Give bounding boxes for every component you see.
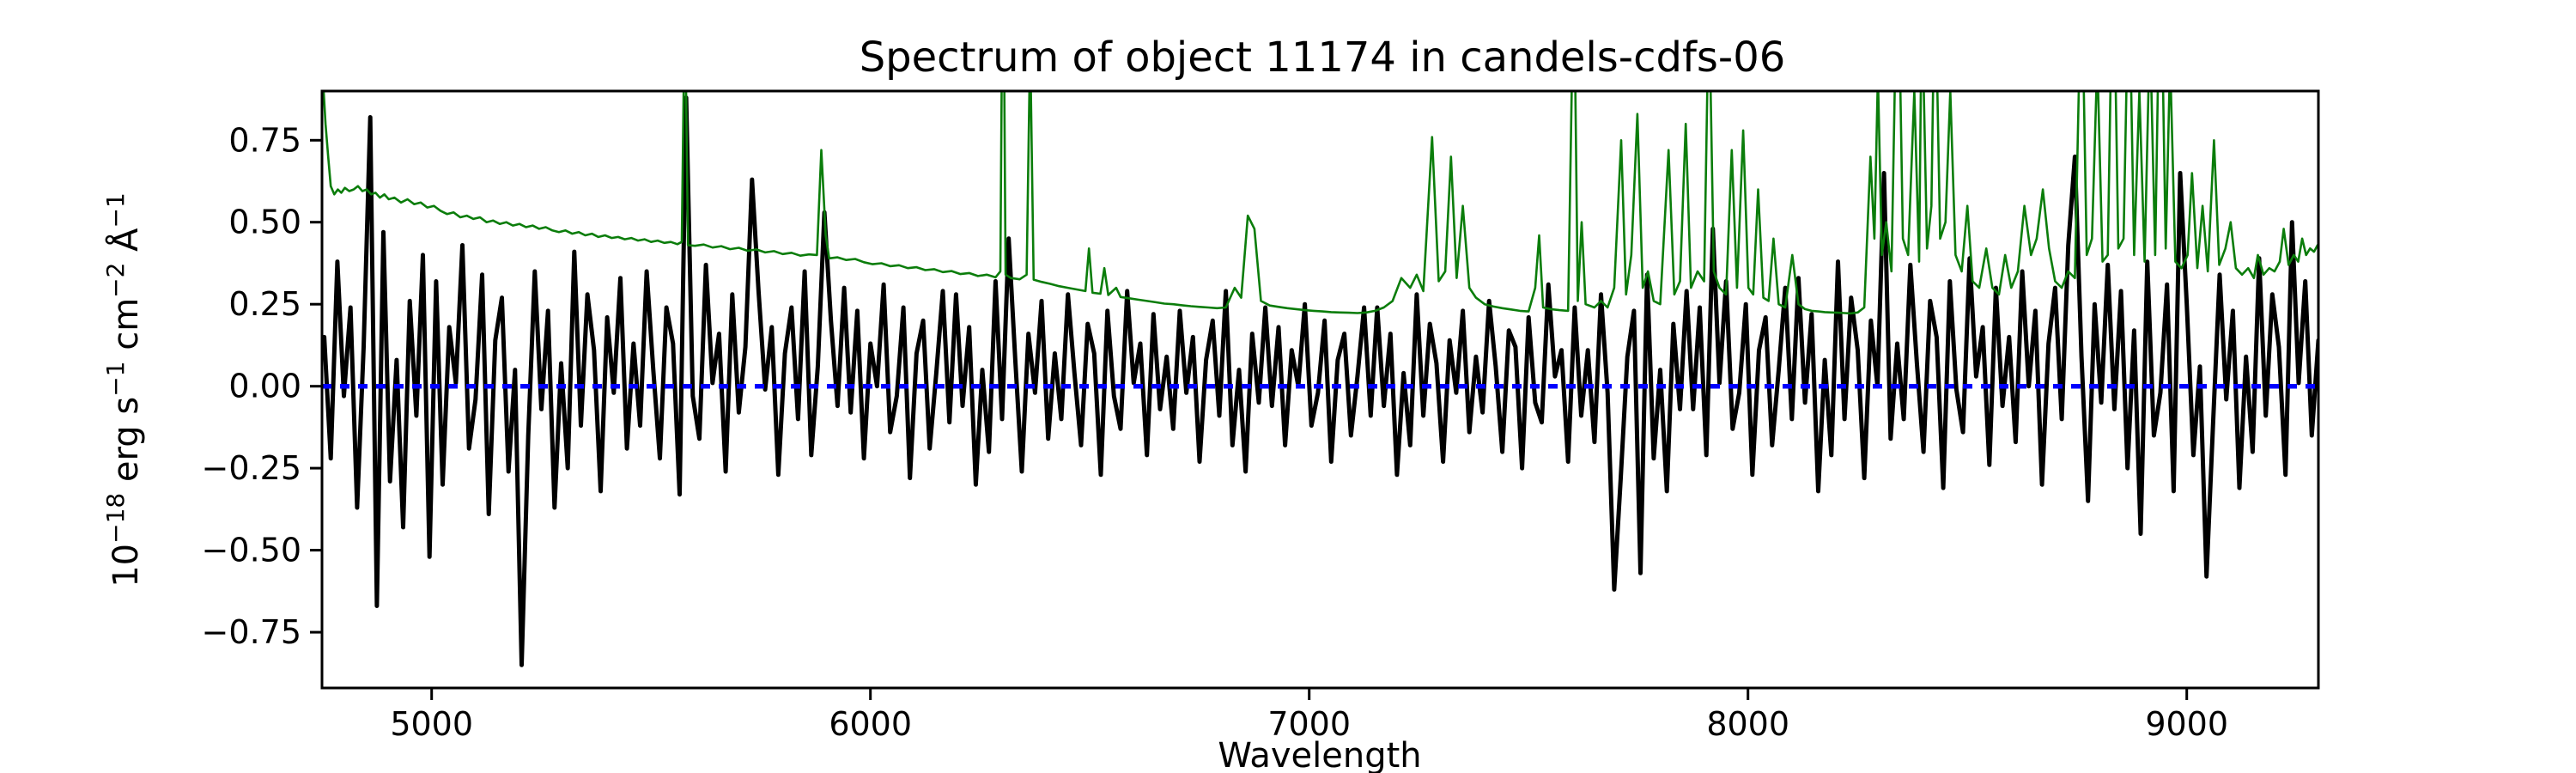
y-tick-label: 0.25 (228, 285, 301, 323)
x-axis-label: Wavelength (1218, 736, 1421, 773)
y-tick-label: 0.00 (228, 368, 301, 405)
x-tick-label: 8000 (1706, 705, 1789, 743)
y-axis-label-text: erg s (106, 397, 146, 493)
noise-series-line (322, 91, 2318, 315)
y-axis-label-text: Å (105, 228, 146, 263)
y-axis-label-text: cm (106, 298, 146, 362)
y-axis-label-superscript: −18 (101, 493, 130, 544)
axes-layer: 5000 6000 7000 8000 9000 0.75 0.50 0.25 0.00 −0.2… (202, 89, 2320, 743)
x-tick-label: 9000 (2145, 705, 2228, 743)
x-tick-label: 7000 (1267, 705, 1351, 743)
series-layer (322, 91, 2318, 667)
x-tick-label: 6000 (829, 705, 912, 743)
y-axis-label-superscript: −2 (101, 263, 130, 298)
y-tick-label: −0.25 (202, 449, 301, 487)
y-tick-label: −0.75 (202, 613, 301, 651)
y-axis-label-superscript: −1 (101, 192, 130, 228)
y-axis-label: 10−18 erg s−1 cm−2 Å−1 (101, 192, 146, 587)
x-tick-label: 5000 (390, 705, 473, 743)
chart-title: Spectrum of object 11174 in candels-cdfs… (860, 33, 1786, 82)
flux-series-line (322, 95, 2318, 667)
y-axis-label-text: 10 (106, 544, 146, 587)
y-tick-label: 0.75 (228, 121, 301, 159)
y-axis-label-superscript: −1 (101, 362, 130, 397)
y-tick-label: 0.50 (228, 204, 301, 241)
y-tick-label: −0.50 (202, 532, 301, 569)
axes-spines (320, 89, 2320, 690)
